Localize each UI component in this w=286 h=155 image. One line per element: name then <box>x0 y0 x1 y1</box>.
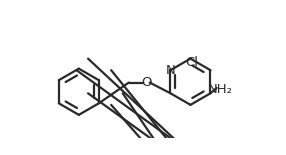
Text: NH₂: NH₂ <box>208 83 233 96</box>
Text: N: N <box>166 64 175 77</box>
Text: Cl: Cl <box>186 56 198 69</box>
Text: O: O <box>141 76 152 89</box>
